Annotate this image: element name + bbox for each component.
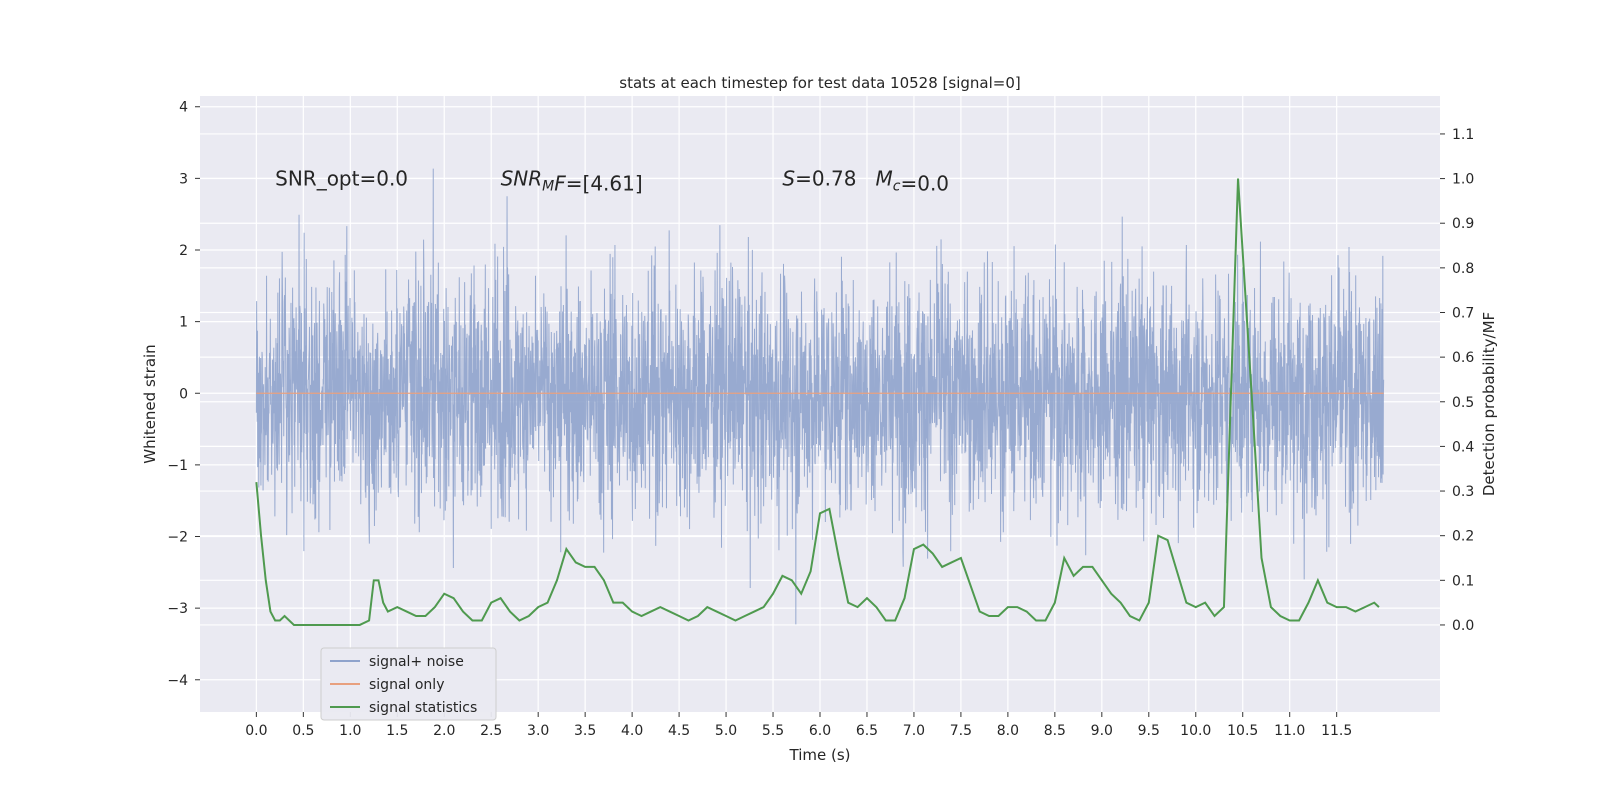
legend-label-signal-noise: signal+ noise	[369, 654, 464, 670]
y-right-tick-label: 0.6	[1452, 350, 1474, 366]
x-tick-label: 4.0	[621, 723, 643, 739]
x-tick-label: 2.0	[433, 723, 455, 739]
y-right-tick-label: 0.5	[1452, 395, 1474, 411]
legend-label-signal-statistics: signal statistics	[369, 700, 477, 716]
x-axis-label: Time (s)	[789, 746, 851, 764]
x-tick-label: 9.0	[1091, 723, 1113, 739]
x-tick-label: 8.0	[997, 723, 1019, 739]
x-tick-label: 1.5	[386, 723, 408, 739]
y-left-tick-label: −3	[167, 601, 188, 617]
x-tick-label: 9.5	[1138, 723, 1160, 739]
y-left-tick-label: −2	[167, 530, 188, 546]
x-tick-label: 6.5	[856, 723, 878, 739]
series-signal-noise-line	[255, 168, 1385, 625]
x-tick-label: 0.0	[245, 723, 267, 739]
x-tick-label: 11.5	[1321, 723, 1352, 739]
series-signal-statistics-line	[255, 178, 1380, 626]
annotation-snr-mf: SNRMF=[4.61]	[501, 166, 643, 195]
legend-box	[320, 647, 497, 721]
x-tick-label: 0.5	[292, 723, 314, 739]
y-right-tick-label: 0.8	[1452, 261, 1474, 277]
y-right-tick-label: 0.1	[1452, 573, 1474, 589]
y-right-tick-label: 0.4	[1452, 439, 1474, 455]
y-right-tick-label: 1.1	[1452, 127, 1474, 143]
series-layer	[255, 168, 1385, 626]
y-axis-right-label: Detection probability/MF	[1480, 312, 1498, 496]
y-right-tick-label: 1.0	[1452, 172, 1474, 188]
x-tick-label: 5.5	[762, 723, 784, 739]
y-left-tick-label: 0	[179, 386, 188, 402]
x-tick-label: 4.5	[668, 723, 690, 739]
x-tick-label: 3.5	[574, 723, 596, 739]
legend-label-signal-only: signal only	[369, 677, 444, 693]
y-right-tick-label: 0.3	[1452, 484, 1474, 500]
x-tick-label: 5.0	[715, 723, 737, 739]
y-right-tick-label: 0.7	[1452, 305, 1474, 321]
x-tick-label: 7.0	[903, 723, 925, 739]
y-left-tick-label: −1	[167, 458, 188, 474]
y-left-tick-label: 1	[179, 315, 188, 331]
y-axis-left-label: Whitened strain	[141, 344, 159, 463]
y-left-tick-label: 4	[179, 100, 188, 116]
annotations: SNR_opt=0.0 SNRMF=[4.61] S=0.78 Mc=0.0	[275, 166, 949, 195]
annotation-snr-opt: SNR_opt=0.0	[275, 166, 408, 190]
x-tick-label: 6.0	[809, 723, 831, 739]
y-left-tick-label: 2	[179, 243, 188, 259]
annotation-s-mc: S=0.78 Mc=0.0	[782, 166, 949, 195]
x-tick-label: 10.0	[1180, 723, 1211, 739]
y-right-tick-label: 0.2	[1452, 529, 1474, 545]
x-tick-label: 1.0	[339, 723, 361, 739]
axes-layer: 0.0 0.5 1.0 1.5 2.0 2.5 3.0 3.5 4.0 4.5 5.0 5.5 6.0 6…	[167, 100, 1474, 739]
legend: signal+ noise signal only signal statist…	[320, 647, 497, 721]
chart-title: stats at each timestep for test data 105…	[619, 74, 1020, 92]
x-tick-label: 7.5	[950, 723, 972, 739]
y-right-tick-label: 0.0	[1452, 618, 1474, 634]
x-tick-label: 8.5	[1044, 723, 1066, 739]
y-right-tick-label: 0.9	[1452, 216, 1474, 232]
x-tick-label: 11.0	[1274, 723, 1305, 739]
y-left-tick-label: 3	[179, 171, 188, 187]
y-left-tick-label: −4	[167, 673, 188, 689]
x-tick-label: 10.5	[1227, 723, 1258, 739]
x-tick-label: 2.5	[480, 723, 502, 739]
x-tick-label: 3.0	[527, 723, 549, 739]
